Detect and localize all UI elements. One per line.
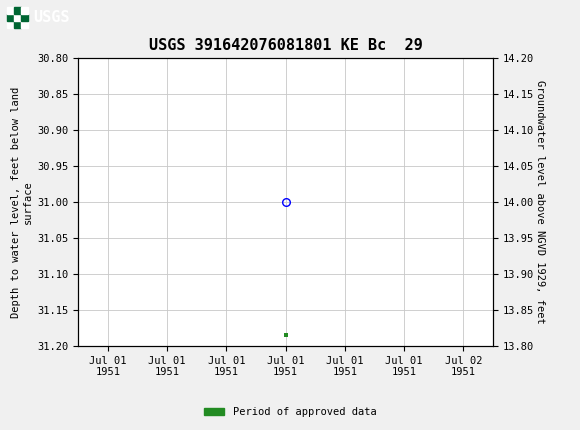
Bar	[14, 14, 21, 21]
Y-axis label: Depth to water level, feet below land
surface: Depth to water level, feet below land su…	[11, 86, 33, 318]
Title: USGS 391642076081801 KE Bc  29: USGS 391642076081801 KE Bc 29	[149, 38, 422, 53]
Legend: Period of approved data: Period of approved data	[200, 403, 380, 421]
Y-axis label: Groundwater level above NGVD 1929, feet: Groundwater level above NGVD 1929, feet	[535, 80, 545, 324]
Bar	[7, 7, 14, 14]
Bar	[14, 7, 21, 14]
Bar	[7, 14, 14, 21]
Bar	[14, 21, 21, 28]
Bar	[7, 21, 14, 28]
Text: USGS: USGS	[34, 10, 70, 25]
Bar	[21, 21, 28, 28]
Bar	[21, 7, 28, 14]
Bar	[21, 14, 28, 21]
